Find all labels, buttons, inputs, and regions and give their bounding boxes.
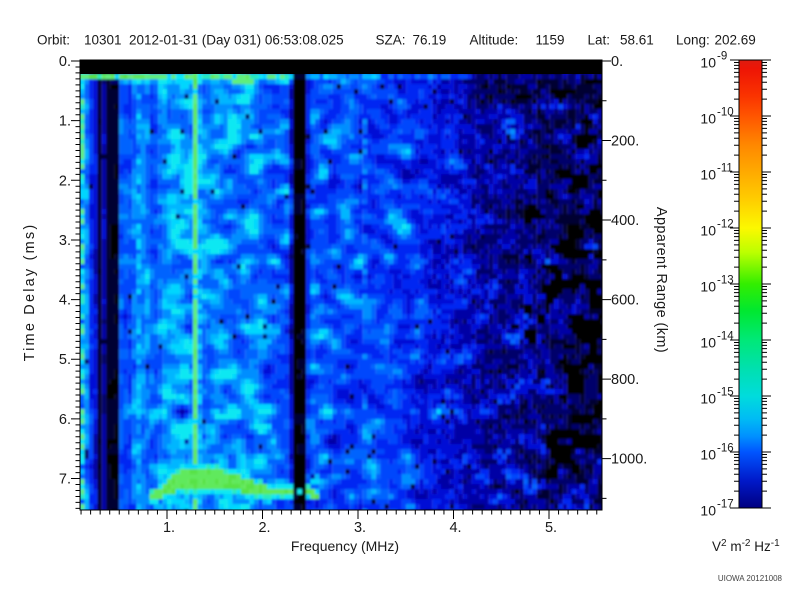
svg-text:UIOWA 20121008: UIOWA 20121008 [718,574,783,583]
svg-text:10: 10 [700,503,716,519]
svg-text:-17: -17 [717,499,734,511]
svg-text:6.: 6. [59,412,71,428]
svg-text:Time Delay (ms): Time Delay (ms) [22,223,38,362]
svg-text:-12: -12 [717,219,734,231]
svg-text:58.61: 58.61 [620,33,654,48]
svg-text:10: 10 [700,223,716,239]
svg-text:V2 m-2 Hz-1: V2 m-2 Hz-1 [712,538,780,554]
svg-text:5.: 5. [545,520,557,536]
svg-text:10: 10 [700,167,716,183]
svg-text:SZA:: SZA: [376,33,406,48]
svg-text:-13: -13 [717,275,734,287]
svg-text:2.: 2. [258,520,270,536]
svg-text:10: 10 [700,391,716,407]
svg-text:600.: 600. [611,293,639,309]
svg-text:10: 10 [700,111,716,127]
svg-text:Frequency (MHz): Frequency (MHz) [291,538,399,554]
svg-text:0.: 0. [611,54,623,70]
svg-text:Lat:: Lat: [588,33,611,48]
svg-text:10: 10 [700,447,716,463]
svg-text:-14: -14 [717,331,734,343]
svg-text:Long:: Long: [676,33,710,48]
svg-text:2012-01-31 (Day 031) 06:53:08.: 2012-01-31 (Day 031) 06:53:08.025 [129,33,344,48]
svg-text:200.: 200. [611,134,639,150]
svg-text:7.: 7. [59,472,71,488]
svg-text:Altitude:: Altitude: [470,33,519,48]
svg-text:-10: -10 [717,107,734,119]
svg-text:-15: -15 [717,387,734,399]
svg-text:400.: 400. [611,213,639,229]
svg-text:202.69: 202.69 [715,33,756,48]
svg-text:0.: 0. [59,54,71,70]
svg-text:10: 10 [700,55,716,71]
svg-text:10301: 10301 [84,33,122,48]
svg-text:Apparent Range (km): Apparent Range (km) [653,207,669,353]
svg-text:-16: -16 [717,443,734,455]
svg-text:10: 10 [700,335,716,351]
svg-text:10: 10 [700,279,716,295]
svg-text:1.: 1. [163,520,175,536]
svg-text:3.: 3. [59,233,71,249]
svg-text:1159: 1159 [536,33,565,48]
svg-text:5.: 5. [59,352,71,368]
svg-text:Orbit:: Orbit: [37,33,70,48]
svg-text:3.: 3. [354,520,366,536]
svg-text:-11: -11 [717,163,733,175]
svg-text:1000.: 1000. [611,452,647,468]
svg-text:2.: 2. [59,173,71,189]
svg-text:76.19: 76.19 [413,33,447,48]
svg-text:800.: 800. [611,372,639,388]
svg-text:4.: 4. [449,520,461,536]
svg-text:1.: 1. [59,114,71,130]
svg-text:-9: -9 [717,51,727,63]
svg-text:4.: 4. [59,293,71,309]
